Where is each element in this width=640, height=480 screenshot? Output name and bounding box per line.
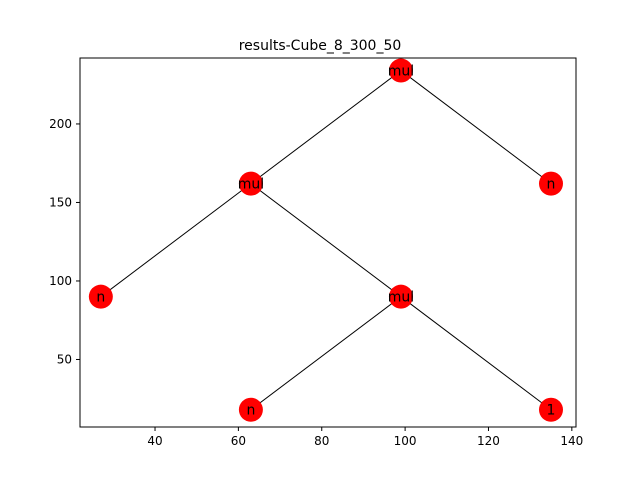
node-left_right: mul	[388, 284, 414, 309]
edges-layer	[100, 70, 552, 411]
x-tick-label-40: 40	[147, 434, 162, 448]
node-circle-lr_right	[538, 397, 563, 422]
node-lr_left: n	[238, 397, 263, 422]
node-label-right_leaf: n	[547, 177, 556, 193]
node-label-lr_left: n	[246, 403, 255, 419]
node-label-left: mul	[238, 177, 264, 193]
chart-title: results-Cube_8_300_50	[239, 38, 402, 54]
edge-left_right-lr_right	[400, 296, 552, 411]
node-root: mul	[388, 58, 414, 83]
node-label-left_right: mul	[388, 290, 414, 306]
node-circle-left_left	[88, 284, 113, 309]
edge-left_right-lr_left	[250, 296, 402, 411]
node-lr_right: 1	[538, 397, 563, 422]
y-tick-label-150: 150	[49, 195, 72, 209]
y-tick-label-50: 50	[57, 352, 72, 366]
y-tick-label-200: 200	[49, 117, 72, 131]
node-label-left_left: n	[96, 290, 105, 306]
y-axis: 50 100 150 200	[49, 117, 80, 366]
node-left_left: n	[88, 284, 113, 309]
x-tick-label-100: 100	[394, 434, 417, 448]
y-tick-label-100: 100	[49, 274, 72, 288]
x-tick-label-80: 80	[314, 434, 329, 448]
x-tick-label-120: 120	[477, 434, 500, 448]
node-left: mul	[238, 171, 264, 196]
x-tick-label-60: 60	[231, 434, 246, 448]
node-circle-right_leaf	[538, 171, 563, 196]
node-circle-lr_left	[238, 397, 263, 422]
node-circle-root	[388, 58, 413, 83]
node-label-root: mul	[388, 64, 414, 80]
x-tick-label-140: 140	[560, 434, 583, 448]
edge-left-left_right	[250, 183, 402, 298]
node-right_leaf: n	[538, 171, 563, 196]
node-circle-left_right	[388, 284, 413, 309]
nodes-layer: mul mul n n mul n 1	[88, 58, 563, 422]
node-circle-left	[238, 171, 263, 196]
edge-root-right_leaf	[400, 70, 552, 185]
edge-root-left	[250, 70, 402, 185]
axes-frame	[79, 57, 577, 428]
x-axis: 40 60 80 100 120 140	[147, 427, 583, 448]
edge-left-left_left	[100, 183, 252, 298]
node-label-lr_right: 1	[547, 403, 556, 419]
